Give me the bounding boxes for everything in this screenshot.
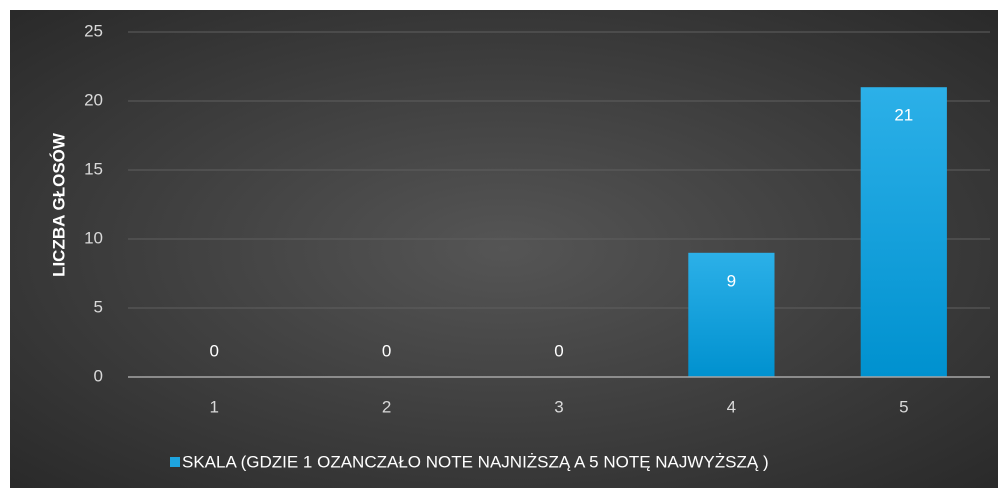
data-label: 0 [209,341,218,360]
y-tick-label: 15 [84,159,103,178]
data-label: 9 [727,271,736,290]
bar [860,87,947,377]
x-tick-label: 4 [727,397,736,416]
x-tick-label: 3 [554,397,563,416]
x-tick-label: 5 [899,397,908,416]
y-tick-label: 20 [84,90,103,109]
data-label: 21 [894,106,913,125]
y-tick-label: 10 [84,228,103,247]
data-label: 0 [382,341,391,360]
x-tick-label: 2 [382,397,391,416]
legend-label: SKALA (GDZIE 1 OZANCZAŁO NOTE NAJNIŻSZĄ … [182,452,769,471]
x-tick-label: 1 [209,397,218,416]
legend-swatch [170,457,180,467]
y-tick-label: 5 [94,297,103,316]
y-tick-label: 25 [84,21,103,40]
y-tick-label: 0 [94,366,103,385]
y-axis-label: LICZBA GŁOSÓW [49,132,68,277]
bar [688,252,775,377]
data-label: 0 [554,341,563,360]
chart-background [10,10,998,488]
